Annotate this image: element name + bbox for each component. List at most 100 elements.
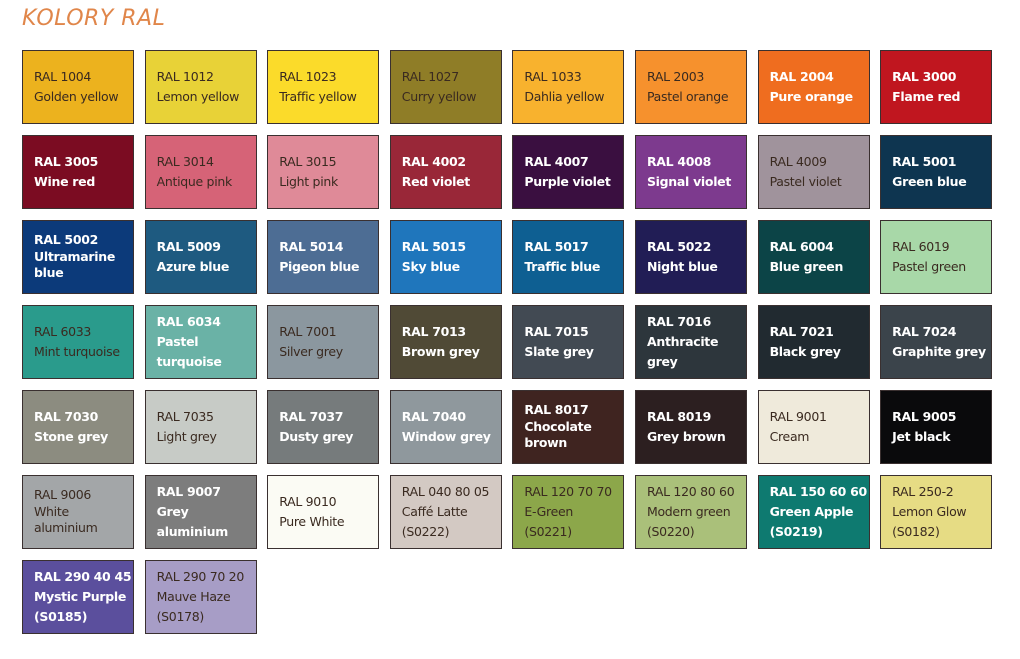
swatch-code: RAL 5002 <box>34 232 99 248</box>
swatch-ref: (S0219) <box>769 524 823 539</box>
swatch-name: Black grey <box>769 344 841 359</box>
swatch-name: Pastel turquoise <box>156 334 222 369</box>
swatch-code: RAL 8017 <box>524 402 589 418</box>
color-swatch: RAL 1012 Lemon yellow <box>144 50 257 124</box>
swatch-code: RAL 7024 <box>892 324 957 339</box>
color-swatch: RAL 3005 Wine red <box>22 135 134 209</box>
swatch-name: Sky blue <box>401 259 460 274</box>
swatch-code: RAL 5022 <box>646 239 711 254</box>
color-swatch: RAL 8017 Chocolate brown <box>512 390 625 464</box>
color-swatch: RAL 7021 Black grey <box>757 305 870 379</box>
swatch-name: Pastel green <box>892 259 966 274</box>
swatch-code: RAL 8019 <box>646 409 711 424</box>
swatch-code: RAL 2003 <box>646 69 705 84</box>
swatch-code: RAL 3015 <box>279 154 337 169</box>
swatch-name: Purple violet <box>524 174 611 189</box>
swatch-code: RAL 1033 <box>524 69 582 84</box>
color-swatch: RAL 4007 Purple violet <box>512 135 625 209</box>
swatch-code: RAL 290 40 45 <box>34 569 132 584</box>
color-swatch: RAL 9005 Jet black <box>880 390 993 464</box>
color-swatch: RAL 4002 Red violet <box>389 135 502 209</box>
swatch-name: Red violet <box>401 174 470 189</box>
color-swatch: RAL 6004 Blue green <box>757 220 870 294</box>
swatch-name: Green blue <box>892 174 967 189</box>
swatch-name: Stone grey <box>34 429 109 444</box>
swatch-name: Brown grey <box>401 344 480 359</box>
swatch-name: Caffé Latte <box>401 504 468 519</box>
color-swatch: RAL 5009 Azure blue <box>144 220 257 294</box>
swatch-name: Dahlia yellow <box>524 89 605 104</box>
swatch-name: Flame red <box>892 89 961 104</box>
swatch-code: RAL 9005 <box>892 409 957 424</box>
swatch-code: RAL 6034 <box>156 314 221 329</box>
swatch-code: RAL 4008 <box>646 154 711 169</box>
color-swatch: RAL 3000 Flame red <box>880 50 993 124</box>
swatch-code: RAL 250-2 <box>892 484 954 499</box>
swatch-name: Mint turquoise <box>34 344 120 359</box>
color-swatch: RAL 5015 Sky blue <box>389 220 502 294</box>
color-swatch: RAL 1027 Curry yellow <box>389 50 502 124</box>
page-title: KOLORY RAL <box>22 6 166 31</box>
swatch-code: RAL 4009 <box>769 154 827 169</box>
swatch-code: RAL 7035 <box>156 409 214 424</box>
swatch-ref: (S0222) <box>401 524 450 539</box>
color-swatch: RAL 9010 Pure White <box>267 475 380 549</box>
color-swatch: RAL 9007 Grey aluminium <box>144 475 257 549</box>
swatch-name: Light grey <box>156 429 217 444</box>
swatch-name: Azure blue <box>156 259 230 274</box>
swatch-name: Slate grey <box>524 344 594 359</box>
swatch-code: RAL 040 80 05 <box>401 484 490 499</box>
color-swatch: RAL 5022 Night blue <box>634 220 747 294</box>
swatch-code: RAL 7030 <box>34 409 99 424</box>
swatch-name: Traffic blue <box>524 259 601 274</box>
color-swatch: RAL 150 60 60 Green Apple (S0219) <box>757 475 870 549</box>
swatch-code: RAL 290 70 20 <box>156 569 245 584</box>
swatch-code: RAL 120 70 70 <box>524 484 612 499</box>
swatch-name: Pastel orange <box>646 89 729 104</box>
color-swatch: RAL 5002 Ultramarine blue <box>22 220 134 294</box>
color-swatch: RAL 7016 Anthracite grey <box>634 305 747 379</box>
swatch-ref: (S0220) <box>646 524 695 539</box>
swatch-code: RAL 5009 <box>156 239 221 254</box>
swatch-code: RAL 9006 <box>34 487 92 503</box>
swatch-name: Light pink <box>279 174 338 189</box>
color-swatch: RAL 3015 Light pink <box>267 135 380 209</box>
swatch-code: RAL 5014 <box>279 239 344 254</box>
swatch-name: White aluminium <box>34 503 98 536</box>
color-swatch: RAL 5001 Green blue <box>880 135 993 209</box>
color-swatch: RAL 6034 Pastel turquoise <box>144 305 257 379</box>
color-swatch: RAL 1004 Golden yellow <box>22 50 134 124</box>
swatch-code: RAL 7021 <box>769 324 834 339</box>
swatch-name: Golden yellow <box>34 89 119 104</box>
color-swatch: RAL 250-2 Lemon Glow (S0182) <box>880 475 993 549</box>
swatch-code: RAL 5001 <box>892 154 957 169</box>
color-swatch: RAL 7013 Brown grey <box>389 305 502 379</box>
swatch-code: RAL 6019 <box>892 239 950 254</box>
color-swatch: RAL 7037 Dusty grey <box>267 390 380 464</box>
color-swatch: RAL 7015 Slate grey <box>512 305 625 379</box>
color-swatch: RAL 7024 Graphite grey <box>880 305 993 379</box>
swatch-name: Pure orange <box>769 89 854 104</box>
swatch-grid: RAL 1004 Golden yellow RAL 1012 Lemon yello… <box>22 50 993 634</box>
swatch-code: RAL 1027 <box>401 69 459 84</box>
swatch-name: Grey aluminium <box>156 504 229 539</box>
swatch-code: RAL 7013 <box>401 324 466 339</box>
color-swatch: RAL 2004 Pure orange <box>757 50 870 124</box>
swatch-code: RAL 9001 <box>769 409 827 424</box>
swatch-name: Cream <box>769 429 810 444</box>
swatch-code: RAL 2004 <box>769 69 834 84</box>
swatch-name: Pastel violet <box>769 174 842 189</box>
swatch-name: Modern green <box>646 504 731 519</box>
color-swatch: RAL 1033 Dahlia yellow <box>512 50 625 124</box>
color-swatch: RAL 9001 Cream <box>757 390 870 464</box>
swatch-code: RAL 4007 <box>524 154 589 169</box>
swatch-code: RAL 3014 <box>156 154 214 169</box>
swatch-name: Chocolate brown <box>524 418 592 451</box>
color-swatch: RAL 120 80 60 Modern green (S0220) <box>634 475 747 549</box>
swatch-code: RAL 4002 <box>401 154 466 169</box>
color-swatch: RAL 3014 Antique pink <box>144 135 257 209</box>
swatch-code: RAL 1012 <box>156 69 214 84</box>
swatch-ref: (S0221) <box>524 524 572 539</box>
color-swatch: RAL 4009 Pastel violet <box>757 135 870 209</box>
swatch-name: Silver grey <box>279 344 343 359</box>
